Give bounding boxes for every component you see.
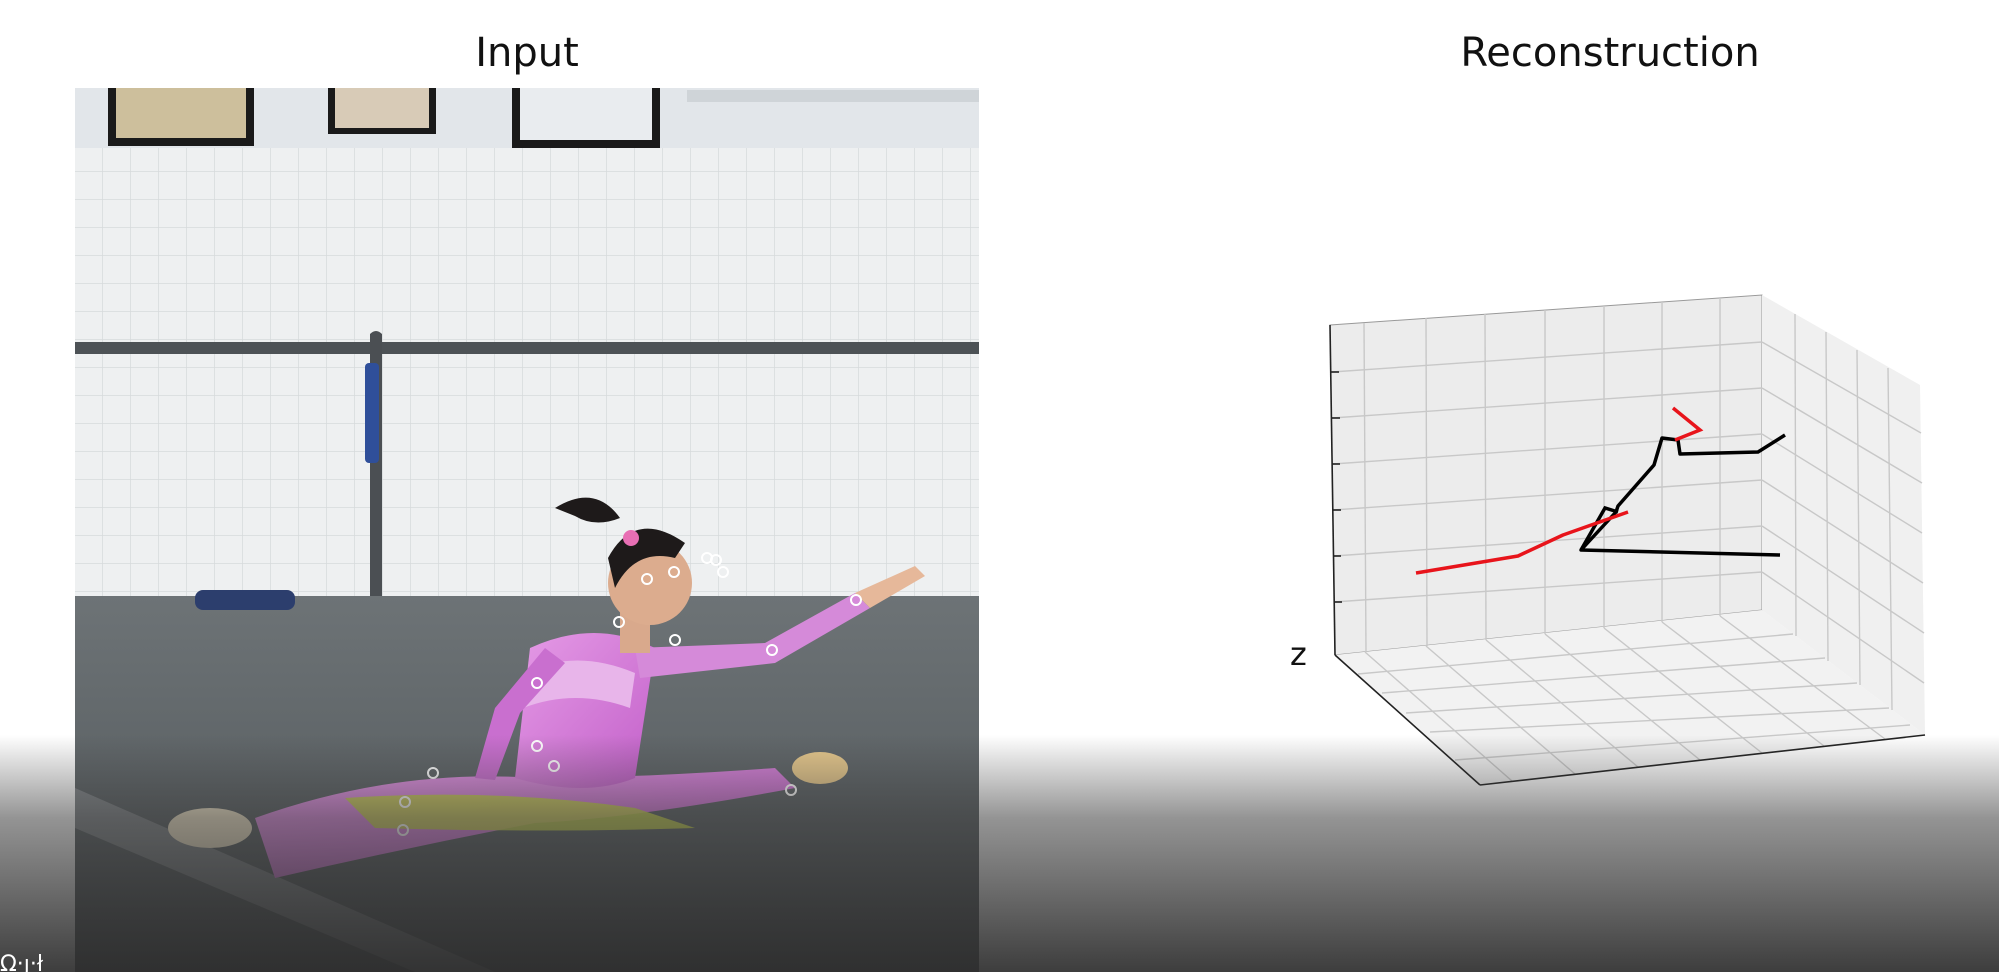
z-axis-label: z xyxy=(1290,635,1307,673)
input-image xyxy=(75,88,979,972)
side-pane xyxy=(1762,295,1925,735)
reconstruction-3d-plot: z xyxy=(1260,280,1960,800)
keypoint xyxy=(669,634,681,646)
z-axis-ticks xyxy=(1331,371,1342,603)
input-panel-title: Input xyxy=(475,30,579,76)
wall-pictures xyxy=(108,88,979,148)
keypoint xyxy=(668,566,680,578)
keypoint xyxy=(613,616,625,628)
keypoint xyxy=(710,554,722,566)
back-pane xyxy=(1329,294,1763,656)
keypoint xyxy=(531,677,543,689)
skeleton-spine xyxy=(1579,505,1619,551)
dancer-photo xyxy=(75,88,979,972)
caption-fragment: Ω·ȷ·ł xyxy=(0,952,44,977)
keypoint xyxy=(766,644,778,656)
keypoint xyxy=(717,566,729,578)
skeleton-left-chain xyxy=(1415,510,1629,575)
skeleton-right-chain xyxy=(1579,433,1786,557)
keypoint xyxy=(850,594,862,606)
keypoint xyxy=(641,573,653,585)
reconstruction-panel-title: Reconstruction xyxy=(1460,30,1760,76)
skeleton-left-head xyxy=(1671,406,1704,442)
